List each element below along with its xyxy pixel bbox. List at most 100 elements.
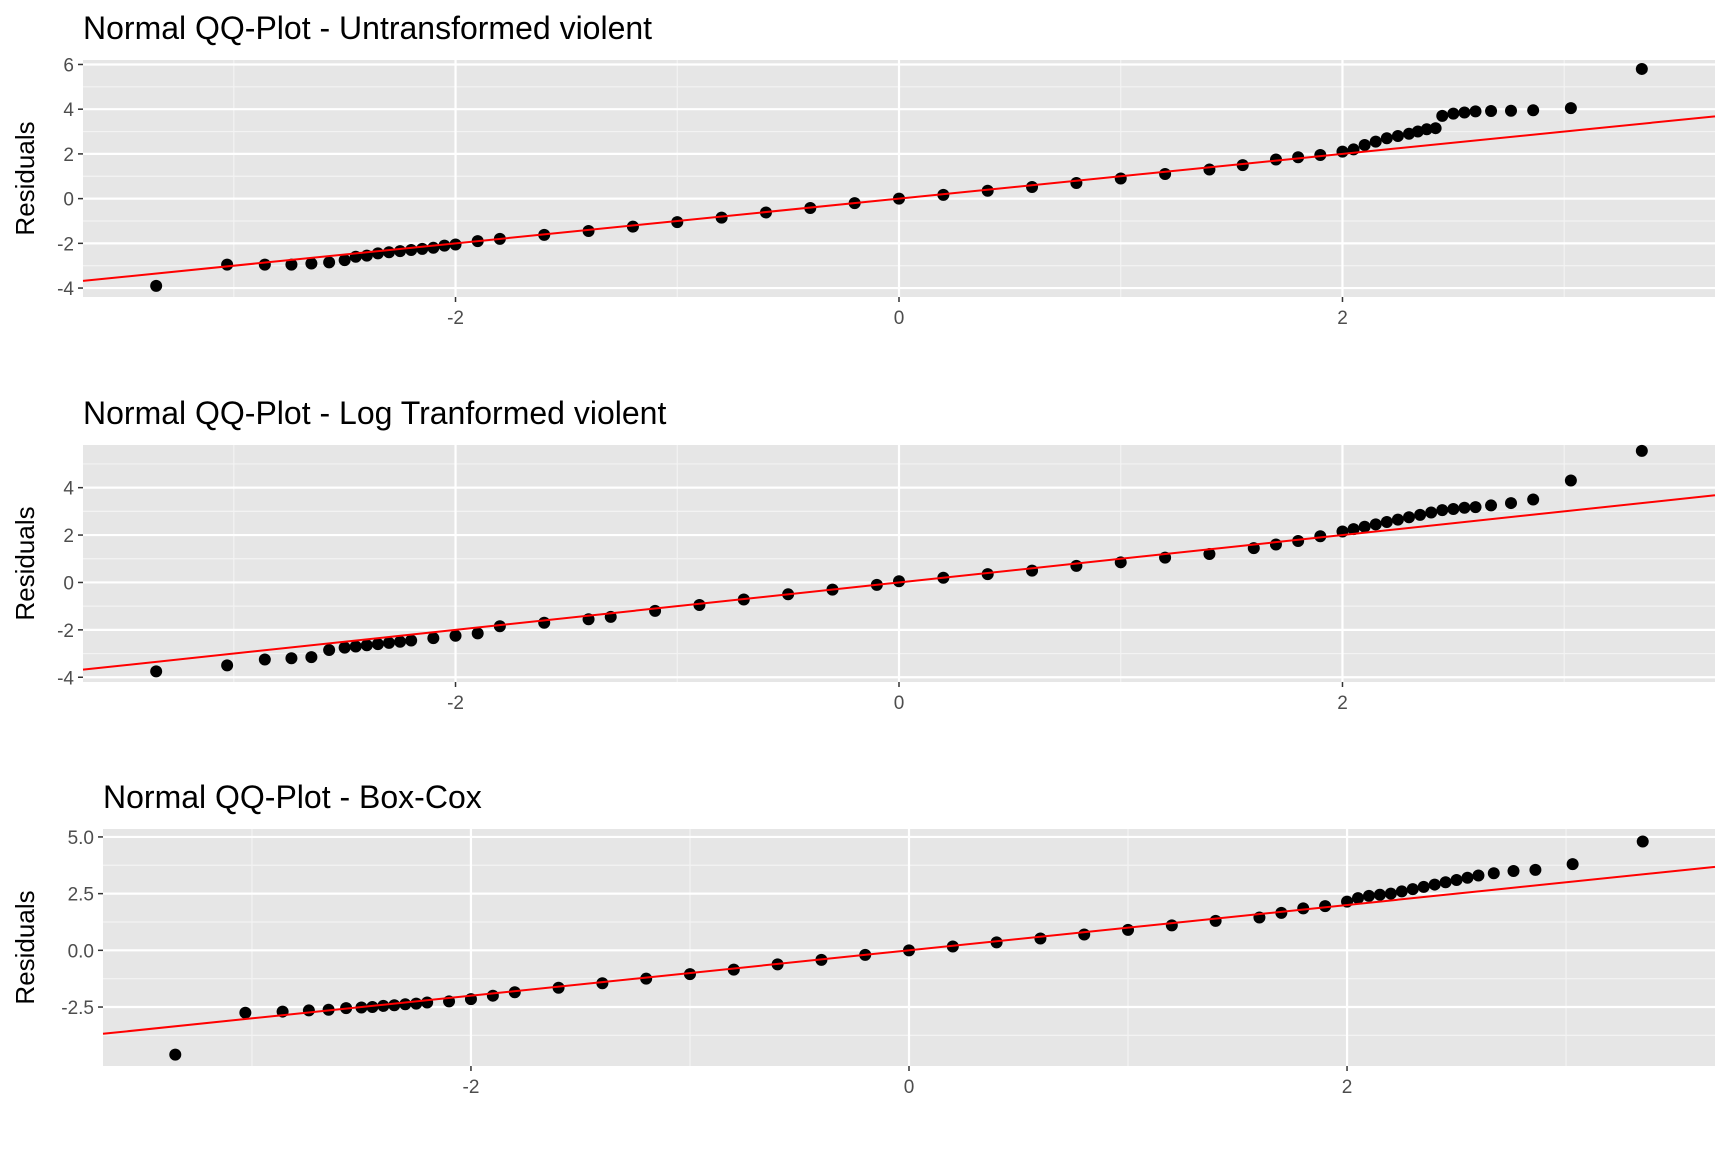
panel-2-qq-point (693, 598, 706, 611)
panel-2-qq-point (649, 604, 662, 617)
panel-1-qq-point (582, 225, 595, 238)
panel-1-qq-point (1420, 123, 1433, 136)
panel-1-qq-point (427, 241, 440, 254)
qq-panel-3: -2 0 2 -2.5 0.0 2.5 5.0 Normal QQ-Plot - Box-Co… (10, 779, 1716, 1098)
panel-2-qq-point (1458, 501, 1471, 514)
panel-3-qq-point (1406, 883, 1419, 896)
panel-2-qq-point (285, 652, 298, 665)
panel-1-qq-point (1336, 145, 1349, 158)
panel-1-qq-point (1292, 151, 1305, 164)
panel-2-qq-point (1369, 518, 1382, 531)
panel-1-y-tick-label: 2 (63, 145, 74, 166)
panel-1-qq-point (1269, 153, 1282, 166)
panel-2-qq-point (1403, 511, 1415, 524)
panel-1-qq-point (305, 257, 318, 270)
panel-3-qq-point (388, 999, 401, 1012)
panel-1-y-axis-title: Residuals (10, 121, 40, 235)
panel-2-qq-point (893, 575, 905, 588)
panel-2-qq-point (1635, 444, 1648, 457)
panel-1-y-tick-label: -4 (57, 279, 74, 300)
panel-2-qq-point (1026, 564, 1039, 577)
panel-2-qq-point (449, 629, 462, 642)
qq-panel-1: -2 0 2 -4 -2 0 2 4 6 Normal QQ-Plot - Untransform… (10, 10, 1716, 329)
panel-3-x-tick-label: 0 (904, 1077, 915, 1098)
panel-1-qq-point (150, 279, 163, 292)
panel-1-qq-point (1391, 130, 1404, 143)
panel-3-qq-point (1487, 867, 1500, 880)
panel-1-reference-line (82, 115, 1716, 282)
panel-3-qq-point (1439, 876, 1452, 889)
panel-3-qq-point (1472, 869, 1485, 882)
panel-1-qq-point (626, 220, 639, 233)
panel-2-qq-point (305, 651, 318, 664)
panel-1-x-tick-label: -2 (447, 308, 464, 329)
panel-2-qq-point (1527, 493, 1540, 506)
panel-1-qq-point (1369, 135, 1382, 148)
panel-3-qq-point (169, 1048, 182, 1061)
panel-3-qq-point (596, 977, 609, 990)
panel-3-qq-point (366, 1001, 379, 1014)
panel-2-qq-point (1269, 538, 1282, 551)
panel-1-y-tick-label: 0 (63, 190, 74, 211)
panel-3-qq-point (1428, 878, 1441, 891)
panel-1-y-tick-label: 6 (63, 55, 74, 76)
panel-1-qq-point (1429, 122, 1442, 135)
panel-3-qq-point (1078, 928, 1091, 941)
panel-1-qq-point (1380, 132, 1393, 145)
panel-3-qq-point (1507, 864, 1520, 877)
panel-2-qq-point (1447, 502, 1460, 515)
panel-1-qq-point (1314, 149, 1327, 162)
panel-1-qq-point (338, 254, 351, 267)
panel-3-qq-point (1395, 885, 1408, 898)
panel-1-qq-point (1469, 105, 1482, 118)
panel-2-qq-point (1485, 499, 1498, 512)
panel-2-qq-point (1314, 530, 1327, 543)
panel-1-qq-point (285, 258, 298, 271)
panel-1-qq-point (1159, 168, 1172, 181)
panel-2-qq-point (1358, 520, 1371, 533)
panel-2-qq-point (1425, 506, 1438, 519)
panel-3-qq-point (1351, 892, 1364, 905)
panel-3-qq-point (727, 963, 740, 976)
panel-3-qq-point (1165, 919, 1178, 932)
panel-2-y-tick-label: -4 (57, 668, 74, 689)
panel-2-qq-point (383, 636, 395, 649)
panel-3-qq-point (410, 997, 423, 1010)
panel-3-qq-point (1275, 906, 1288, 919)
panel-3-y-tick-label: 5.0 (68, 828, 94, 849)
panel-1-qq-point (394, 245, 407, 258)
panel-3-qq-point (1034, 932, 1047, 945)
panel-2-qq-point (493, 620, 506, 633)
panel-1-qq-point (1505, 104, 1517, 117)
panel-3-qq-point (1529, 863, 1542, 876)
panel-1-qq-point (981, 184, 994, 197)
panel-2-title: Normal QQ-Plot - Log Tranformed violent (83, 395, 666, 431)
panel-3-qq-point (508, 986, 521, 999)
panel-2-y-tick-label: 2 (63, 526, 74, 547)
panel-3-qq-point (640, 972, 653, 985)
panel-1-qq-point (405, 244, 418, 257)
panel-3-qq-point (1319, 900, 1332, 913)
panel-1-qq-point (1564, 102, 1577, 115)
panel-2-qq-point (427, 632, 440, 645)
panel-1-qq-point (1527, 104, 1540, 117)
panel-2-qq-point (1380, 516, 1393, 529)
panel-3-qq-point (1209, 914, 1222, 927)
panel-2-qq-point (1347, 523, 1360, 536)
panel-3-qq-point (239, 1006, 252, 1019)
panel-3-qq-point (302, 1004, 315, 1017)
panel-1-qq-point (323, 256, 336, 269)
panel-2-qq-point (1414, 508, 1427, 521)
panel-1-qq-point (221, 258, 234, 271)
panel-3-y-tick-label: -2.5 (61, 998, 94, 1019)
panel-3-qq-point (1566, 858, 1579, 871)
panel-3-title: Normal QQ-Plot - Box-Cox (103, 779, 482, 815)
panel-2-y-tick-label: -2 (57, 621, 74, 642)
panel-3-qq-point (1122, 923, 1135, 936)
panel-3-qq-point (377, 999, 390, 1012)
panel-3-qq-point (683, 968, 696, 981)
panel-2-qq-point (349, 640, 362, 653)
panel-2-qq-point (1292, 534, 1305, 547)
panel-1-x-tick-label: 2 (1337, 308, 1348, 329)
panel-2-reference-line (82, 494, 1716, 671)
